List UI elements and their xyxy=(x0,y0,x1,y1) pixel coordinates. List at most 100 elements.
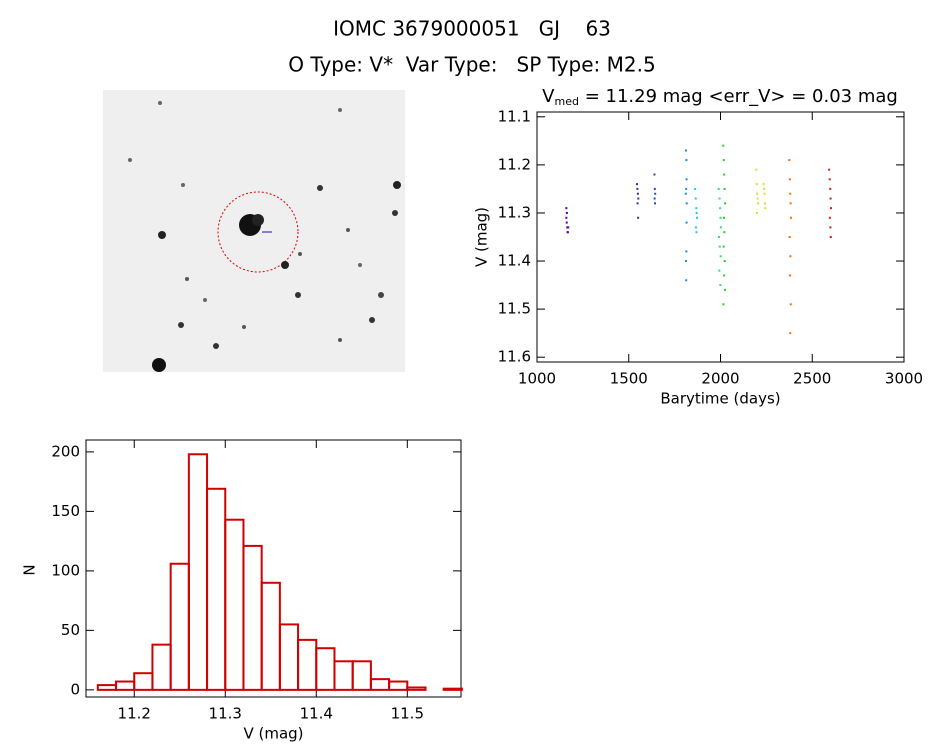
x-tick-label: 11.2 xyxy=(118,705,151,723)
y-tick-label: 11.4 xyxy=(498,252,531,270)
data-point xyxy=(789,274,792,277)
title-rest: = 11.29 mag <err_V> = 0.03 mag xyxy=(579,86,898,107)
data-point xyxy=(718,236,721,238)
y-tick-label: 200 xyxy=(51,442,80,460)
y-tick-label: 50 xyxy=(61,621,80,639)
data-point xyxy=(685,187,688,190)
data-point xyxy=(685,260,688,263)
data-point xyxy=(685,149,688,152)
data-point xyxy=(718,197,721,200)
data-point xyxy=(722,303,725,306)
bar xyxy=(260,581,281,691)
title: IOMC 3679000051 GJ 63 xyxy=(333,17,611,41)
data-point xyxy=(723,187,726,190)
data-point xyxy=(685,250,688,253)
data-point xyxy=(723,231,726,234)
bar xyxy=(169,562,190,691)
data-point xyxy=(637,216,640,219)
bar xyxy=(297,638,318,691)
x-tick-label: 2500 xyxy=(793,370,831,388)
data-point xyxy=(653,197,656,200)
data-point xyxy=(685,159,688,162)
data-point xyxy=(789,192,792,195)
data-point xyxy=(719,216,722,219)
y-axis-label: N xyxy=(21,564,39,575)
bar xyxy=(133,672,154,691)
bar xyxy=(224,518,245,691)
data-point xyxy=(636,183,639,186)
data-point xyxy=(685,221,688,224)
x-tick-label: 11.5 xyxy=(391,705,424,723)
data-point xyxy=(636,202,639,205)
y-tick-label: 100 xyxy=(51,561,80,579)
data-point xyxy=(756,192,759,195)
bar xyxy=(278,623,300,691)
y-tick-label: 11.5 xyxy=(498,300,531,318)
data-point xyxy=(695,231,698,234)
x-tick-label: 11.4 xyxy=(300,705,333,723)
data-point xyxy=(695,211,698,214)
data-point xyxy=(566,231,569,234)
x-tick-label: 1000 xyxy=(518,370,556,388)
y-tick-label: 0 xyxy=(70,680,80,698)
data-point xyxy=(788,236,791,238)
data-point xyxy=(829,226,832,229)
x-axis-label: Barytime (days) xyxy=(660,390,780,408)
data-point xyxy=(636,192,639,195)
data-point xyxy=(722,245,725,248)
axes-frame xyxy=(85,439,462,698)
star-field-image xyxy=(103,90,405,372)
data-point xyxy=(828,168,831,171)
data-point xyxy=(724,202,727,205)
data-point xyxy=(755,183,758,186)
data-point xyxy=(789,332,792,335)
data-point xyxy=(722,159,725,162)
data-point xyxy=(637,197,640,200)
bar xyxy=(406,686,427,691)
y-axis-label: V (mag) xyxy=(473,207,491,267)
subtitle: O Type: V* Var Type: SP Type: M2.5 xyxy=(288,53,655,77)
data-point xyxy=(717,187,720,190)
bar xyxy=(115,680,136,691)
data-point xyxy=(763,187,766,190)
data-point xyxy=(653,187,656,190)
data-point xyxy=(719,255,722,258)
plot-title: Vmed = 11.29 mag <err_V> = 0.03 mag xyxy=(542,86,898,108)
x-tick-label: 2000 xyxy=(701,370,739,388)
data-point xyxy=(764,207,767,210)
bar xyxy=(442,687,463,691)
data-point xyxy=(694,226,697,229)
data-point xyxy=(829,187,832,190)
data-point xyxy=(723,288,726,291)
data-point xyxy=(565,221,568,224)
data-point xyxy=(788,178,791,181)
data-point xyxy=(653,202,656,205)
data-point xyxy=(722,216,725,219)
data-point xyxy=(694,197,697,200)
y-tick-label: 11.1 xyxy=(498,107,531,125)
bar xyxy=(206,487,227,691)
bar xyxy=(242,544,263,691)
x-tick-label: 1500 xyxy=(610,370,648,388)
y-tick-label: 11.3 xyxy=(498,203,531,221)
data-point xyxy=(789,216,792,219)
data-point xyxy=(718,269,721,272)
bar xyxy=(96,684,118,691)
data-point xyxy=(636,187,639,190)
data-point xyxy=(718,245,721,248)
data-point xyxy=(789,202,792,205)
data-point xyxy=(719,207,722,210)
bar xyxy=(333,660,354,691)
data-point xyxy=(694,187,697,190)
data-point xyxy=(685,202,688,205)
data-point xyxy=(788,159,791,162)
data-point xyxy=(653,173,656,176)
y-tick-label: 11.6 xyxy=(498,348,531,366)
data-point xyxy=(695,207,698,210)
data-point xyxy=(685,279,688,282)
data-point xyxy=(829,236,832,238)
bar xyxy=(187,453,209,691)
y-tick-label: 150 xyxy=(51,502,80,520)
bar xyxy=(351,660,372,691)
bar xyxy=(369,678,391,691)
